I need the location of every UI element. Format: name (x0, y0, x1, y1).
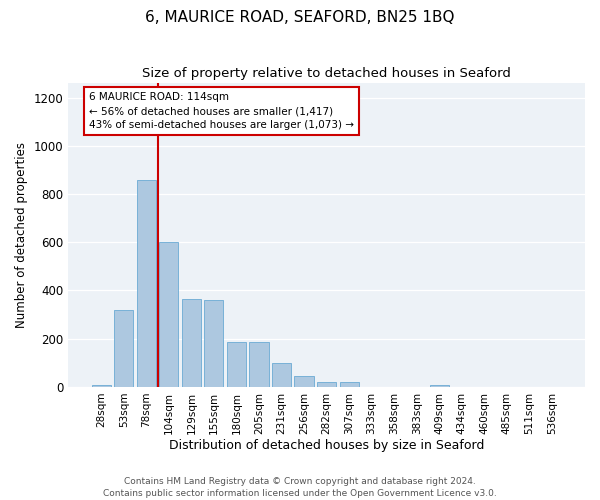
Bar (137, 180, 156, 387)
Title: Size of property relative to detached houses in Seaford: Size of property relative to detached ho… (142, 68, 511, 80)
Text: 6, MAURICE ROAD, SEAFORD, BN25 1BQ: 6, MAURICE ROAD, SEAFORD, BN25 1BQ (145, 10, 455, 25)
Bar (250, 342, 269, 387)
Bar (295, 376, 314, 387)
Bar (159, 242, 178, 387)
Bar (340, 382, 359, 387)
Bar (92, 384, 111, 387)
Bar (317, 382, 336, 387)
Bar (227, 342, 246, 387)
Bar (430, 384, 449, 387)
Bar (114, 310, 133, 387)
X-axis label: Distribution of detached houses by size in Seaford: Distribution of detached houses by size … (169, 440, 484, 452)
Bar (205, 300, 223, 387)
Text: 6 MAURICE ROAD: 114sqm
← 56% of detached houses are smaller (1,417)
43% of semi-: 6 MAURICE ROAD: 114sqm ← 56% of detached… (89, 92, 354, 130)
Bar (182, 299, 201, 387)
Text: Contains HM Land Registry data © Crown copyright and database right 2024.
Contai: Contains HM Land Registry data © Crown c… (103, 476, 497, 498)
Bar (272, 363, 291, 387)
Y-axis label: Number of detached properties: Number of detached properties (15, 142, 28, 328)
